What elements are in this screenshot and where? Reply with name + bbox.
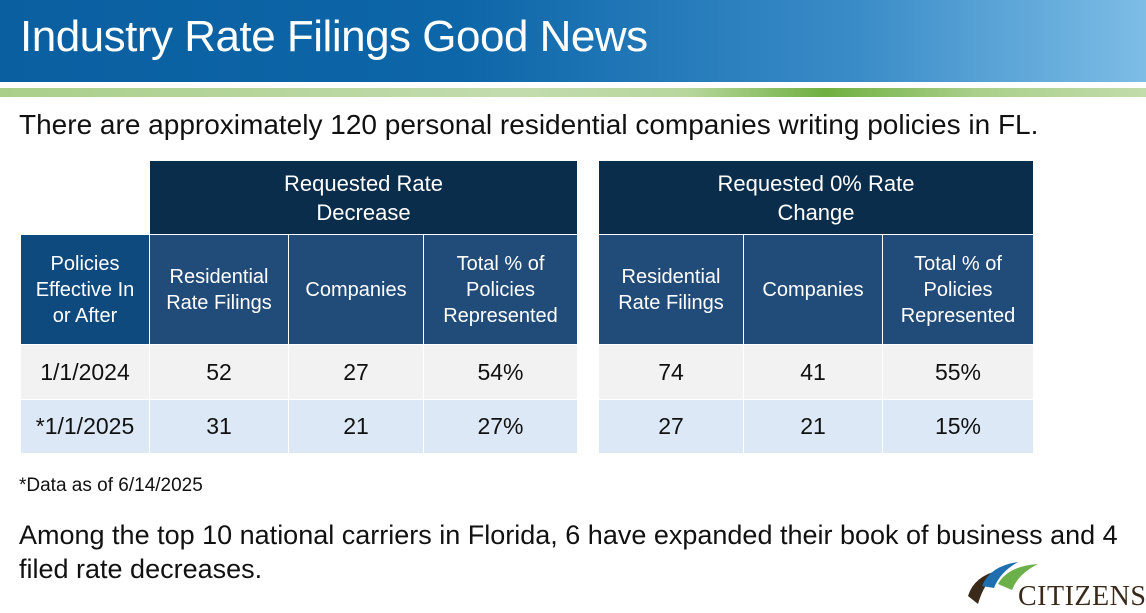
group-header-rate-decrease: Requested Rate Decrease [149,160,578,235]
value-cell: 52 [149,344,289,400]
value-cell: 74 [598,344,744,400]
table-row: 74 41 55% [598,344,1034,400]
column-header: Residential Rate Filings [598,234,744,345]
value-cell: 27 [288,344,424,400]
column-header: Total % of Policies Represented [882,234,1034,345]
zero-rate-change-table: Requested 0% Rate Change Residential Rat… [598,160,1034,454]
table-row: 1/1/2024 52 27 54% [20,344,578,400]
value-cell: 27% [423,399,578,454]
value-cell: 27 [598,399,744,454]
table-row: *1/1/2025 31 21 27% [20,399,578,454]
value-cell: 31 [149,399,289,454]
blank-corner [20,160,150,235]
row-header-label: Policies Effective In or After [20,234,150,345]
footnote: *Data as of 6/14/2025 [19,475,203,496]
value-cell: 21 [288,399,424,454]
value-cell: 54% [423,344,578,400]
value-cell: 15% [882,399,1034,454]
value-cell: 41 [743,344,883,400]
column-header: Companies [288,234,424,345]
intro-text: There are approximately 120 personal res… [19,109,1039,140]
closing-text: Among the top 10 national carriers in Fl… [19,520,1118,584]
citizens-logo-icon [968,562,1038,604]
value-cell: 55% [882,344,1034,400]
value-cell: 21 [743,399,883,454]
column-header: Total % of Policies Represented [423,234,578,345]
table-row: 27 21 15% [598,399,1034,454]
date-cell: *1/1/2025 [20,399,150,454]
title-banner: Industry Rate Filings Good News [0,0,1146,82]
logo-wordmark: CITIZENS [1018,581,1146,612]
column-header: Companies [743,234,883,345]
column-header: Residential Rate Filings [149,234,289,345]
accent-divider [0,88,1146,97]
group-header-zero-rate-change: Requested 0% Rate Change [598,160,1034,235]
page-title: Industry Rate Filings Good News [20,12,648,61]
date-cell: 1/1/2024 [20,344,150,400]
rate-decrease-table: Requested Rate Decrease Policies Effecti… [20,160,578,454]
